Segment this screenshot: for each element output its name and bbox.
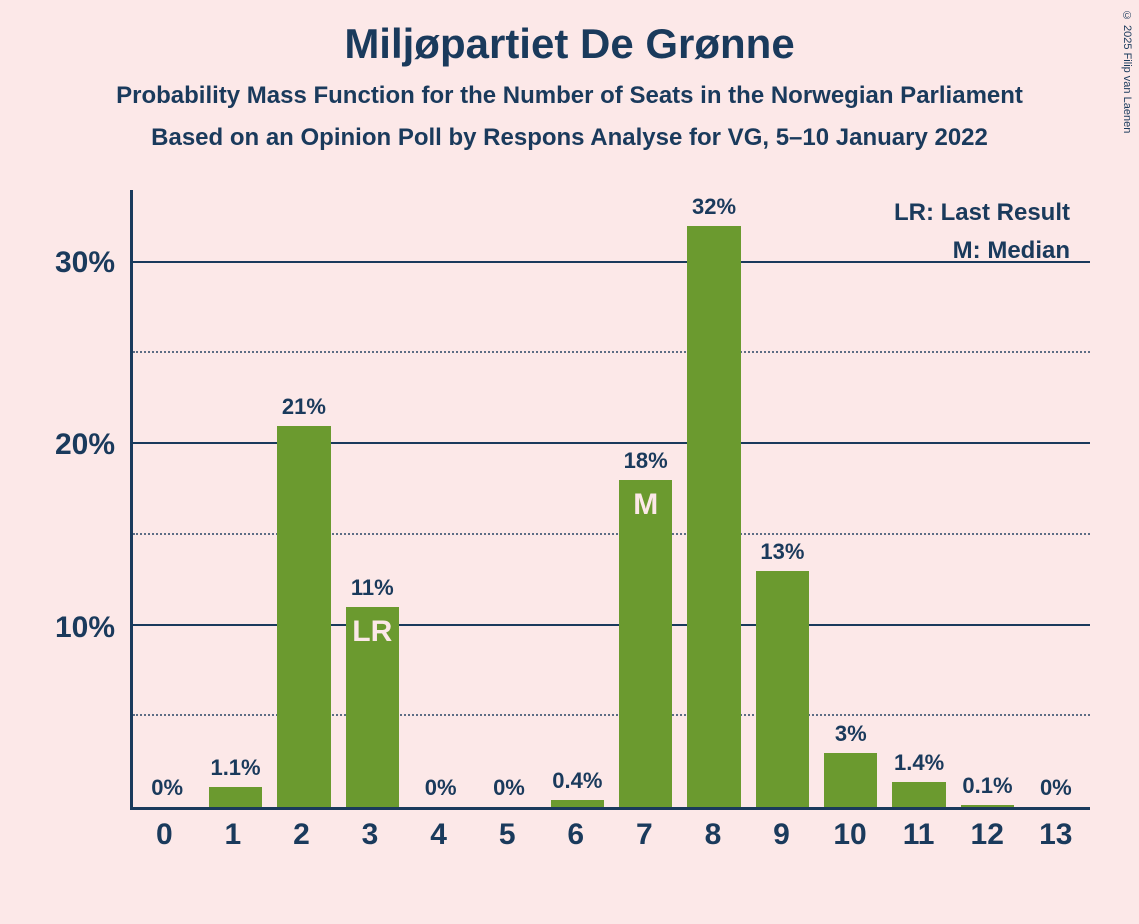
x-tick-label: 10	[816, 818, 885, 852]
bar-slot: 18% M	[612, 190, 680, 807]
bar-slot: 11% LR	[338, 190, 406, 807]
bar-value-label: 11%	[351, 575, 394, 601]
x-tick-label: 2	[267, 818, 336, 852]
bar-slot: 0.4%	[543, 190, 611, 807]
y-tick-label: 10%	[0, 611, 115, 645]
x-tick-label: 1	[199, 818, 268, 852]
bar-value-label: 1.1%	[210, 755, 260, 781]
x-tick-label: 8	[679, 818, 748, 852]
bar-slot: 0%	[133, 190, 201, 807]
bar: 1.1%	[209, 787, 262, 807]
bar-value-label: 0.1%	[962, 773, 1012, 799]
x-tick-label: 3	[336, 818, 405, 852]
chart-subtitle-1: Probability Mass Function for the Number…	[0, 82, 1139, 110]
bar-slot: 13%	[748, 190, 816, 807]
bar-slot: 32%	[680, 190, 748, 807]
x-axis-labels: 012345678910111213	[130, 818, 1090, 852]
bar-slot: 0.1%	[953, 190, 1021, 807]
chart-title: Miljøpartiet De Grønne	[0, 0, 1139, 68]
bar: 13%	[756, 571, 809, 807]
bar-slot: 0%	[1022, 190, 1090, 807]
x-tick-label: 0	[130, 818, 199, 852]
bar-value-label: 21%	[282, 394, 326, 420]
bar-value-label: 13%	[760, 539, 804, 565]
bar-value-label: 18%	[624, 448, 668, 474]
bar-value-label: 0%	[1040, 775, 1072, 801]
bar-value-label: 3%	[835, 721, 867, 747]
y-tick-label: 30%	[0, 246, 115, 280]
bar: 32%	[687, 226, 740, 807]
x-tick-label: 11	[884, 818, 953, 852]
x-tick-label: 9	[747, 818, 816, 852]
bar-slot: 1.4%	[885, 190, 953, 807]
bar: 3%	[824, 753, 877, 807]
chart-area: LR: Last Result M: Median 0%1.1%21%11%LR…	[60, 190, 1110, 890]
bar: 21%	[277, 426, 330, 807]
bar-slot: 3%	[817, 190, 885, 807]
bar-value-label: 0%	[493, 775, 525, 801]
bars-container: 0% 1.1% 21% 11% LR 0% 0% 0.4% 18% M 32% 13% 3% 1.4% 0.…	[133, 190, 1090, 807]
bar-marker: LR	[352, 615, 392, 649]
x-tick-label: 4	[404, 818, 473, 852]
bar: 0.1%	[961, 805, 1014, 807]
bar-value-label: 0%	[151, 775, 183, 801]
bar-value-label: 0%	[425, 775, 457, 801]
x-tick-label: 7	[610, 818, 679, 852]
bar-value-label: 32%	[692, 194, 736, 220]
chart-subtitle-2: Based on an Opinion Poll by Respons Anal…	[0, 124, 1139, 152]
x-tick-label: 12	[953, 818, 1022, 852]
x-tick-label: 5	[473, 818, 542, 852]
bar: 0.4%	[551, 800, 604, 807]
y-tick-label: 20%	[0, 428, 115, 462]
bar-value-label: 0.4%	[552, 768, 602, 794]
plot-area: LR: Last Result M: Median 0%1.1%21%11%LR…	[130, 190, 1090, 810]
bar: 1.4%	[892, 782, 945, 807]
bar-slot: 21%	[270, 190, 338, 807]
x-tick-label: 6	[541, 818, 610, 852]
bar-marker: M	[633, 488, 658, 522]
bar: 11%LR	[346, 607, 399, 807]
bar-value-label: 1.4%	[894, 750, 944, 776]
bar: 18%M	[619, 480, 672, 807]
x-tick-label: 13	[1022, 818, 1091, 852]
bar-slot: 0%	[475, 190, 543, 807]
bar-slot: 1.1%	[201, 190, 269, 807]
copyright-text: © 2025 Filip van Laenen	[1121, 10, 1133, 133]
bar-slot: 0%	[406, 190, 474, 807]
